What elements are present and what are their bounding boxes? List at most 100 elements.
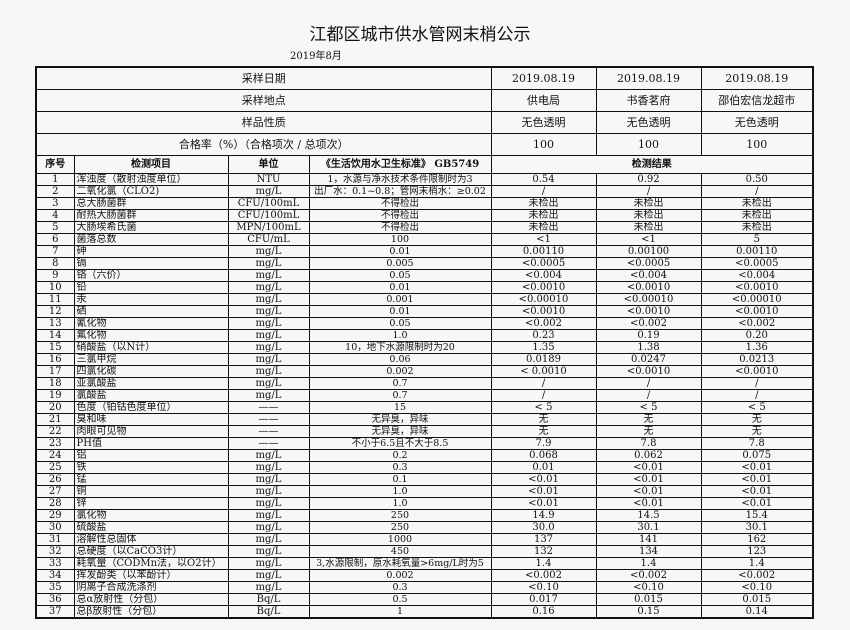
row-item: 溶解性总固体: [73, 533, 229, 546]
row-unit: mg/L: [227, 353, 310, 366]
row-result-2: 0.015: [595, 593, 702, 606]
row-result-1: <0.00010: [490, 293, 597, 306]
row-item: 硫酸盐: [73, 521, 229, 534]
row-unit: mg/L: [227, 269, 310, 282]
row-standard: 0.01: [308, 305, 492, 318]
row-item: 氰化物: [73, 317, 229, 330]
row-result-1: /: [490, 389, 597, 402]
row-result-3: 无: [700, 425, 814, 438]
row-result-3: <0.10: [700, 581, 814, 594]
row-standard: 0.005: [308, 257, 492, 270]
row-result-1: 0.01: [490, 461, 597, 474]
row-standard: 10，地下水源限制时为20: [308, 341, 492, 354]
row-standard: 0.1: [308, 473, 492, 486]
row-item: 臭和味: [73, 413, 229, 426]
row-no: 31: [35, 533, 75, 546]
table-row: 18 亚氯酸盐 mg/L 0.7 / / /: [35, 377, 814, 390]
row-result-1: 0.017: [490, 593, 597, 606]
row-result-3: 未检出: [700, 197, 814, 210]
table-row: 29 氯化物 mg/L 250 14.9 14.5 15.4: [35, 509, 814, 522]
row-result-3: 5: [700, 233, 814, 246]
row-result-3: 0.14: [700, 605, 814, 619]
row-no: 15: [35, 341, 75, 354]
row-item: 氟化物: [73, 329, 229, 342]
row-unit: mg/L: [227, 569, 310, 582]
row-no: 36: [35, 593, 75, 606]
row-result-2: <0.10: [595, 581, 702, 594]
row-item: 砷: [73, 245, 229, 258]
row-result-3: 1.36: [700, 341, 814, 354]
row-unit: mg/L: [227, 497, 310, 510]
table-row: 25 铁 mg/L 0.3 0.01 <0.01 <0.01: [35, 461, 814, 474]
row-result-2: <0.01: [595, 485, 702, 498]
row-result-3: <0.002: [700, 317, 814, 330]
row-unit: mg/L: [227, 473, 310, 486]
table-row: 15 硝酸盐（以N计） mg/L 10，地下水源限制时为20 1.35 1.38…: [35, 341, 814, 354]
row-unit: Bq/L: [227, 605, 310, 619]
row-item: 总β放射性（分包）: [73, 605, 229, 619]
row-result-1: /: [490, 377, 597, 390]
row-result-3: 未检出: [700, 209, 814, 222]
meta-value: 2019.08.19: [490, 66, 597, 90]
meta-value: 书香茗府: [595, 89, 702, 112]
meta-value: 无色透明: [700, 111, 814, 134]
row-unit: CFU/100mL: [227, 197, 310, 210]
row-unit: mg/L: [227, 281, 310, 294]
row-result-3: <0.01: [700, 485, 814, 498]
row-no: 8: [35, 257, 75, 270]
row-result-2: 0.062: [595, 449, 702, 462]
table-row: 21 臭和味 —— 无异臭，异味 无 无 无: [35, 413, 814, 426]
row-result-1: 0.068: [490, 449, 597, 462]
row-standard: 250: [308, 509, 492, 522]
row-item: 阴离子合成洗涤剂: [73, 581, 229, 594]
row-result-2: <0.00010: [595, 293, 702, 306]
row-result-1: 132: [490, 545, 597, 558]
row-result-3: 123: [700, 545, 814, 558]
row-result-1: <0.01: [490, 485, 597, 498]
row-standard: 1.0: [308, 329, 492, 342]
row-result-1: 无: [490, 413, 597, 426]
row-item: 总硬度（以CaCO3计）: [73, 545, 229, 558]
row-standard: 0.002: [308, 569, 492, 582]
row-result-3: 0.075: [700, 449, 814, 462]
meta-row-sample-nature: 样品性质 无色透明 无色透明 无色透明: [35, 111, 814, 134]
row-unit: mg/L: [227, 257, 310, 270]
row-standard: 0.7: [308, 377, 492, 390]
row-no: 32: [35, 545, 75, 558]
table-row: 10 铅 mg/L 0.01 <0.0010 <0.0010 <0.0010: [35, 281, 814, 294]
row-no: 19: [35, 389, 75, 402]
row-item: 二氧化氯（CLO2): [73, 185, 229, 198]
row-result-1: <0.01: [490, 497, 597, 510]
row-no: 2: [35, 185, 75, 198]
row-unit: mg/L: [227, 377, 310, 390]
row-standard: 0.2: [308, 449, 492, 462]
row-standard: 0.3: [308, 581, 492, 594]
row-result-1: <0.01: [490, 473, 597, 486]
row-result-2: 1.4: [595, 557, 702, 570]
row-no: 18: [35, 377, 75, 390]
row-result-3: /: [700, 377, 814, 390]
row-result-2: <0.0010: [595, 365, 702, 378]
row-result-3: <0.00010: [700, 293, 814, 306]
row-standard: 不小于6.5且不大于8.5: [308, 437, 492, 450]
row-item: 色度（铂钴色度单位）: [73, 401, 229, 414]
row-result-2: 0.15: [595, 605, 702, 619]
row-standard: 不得检出: [308, 197, 492, 210]
row-result-1: 30.0: [490, 521, 597, 534]
row-result-1: <0.002: [490, 317, 597, 330]
row-result-1: 1.4: [490, 557, 597, 570]
row-result-2: 无: [595, 413, 702, 426]
meta-value: 无色透明: [595, 111, 702, 134]
row-item: 铅: [73, 281, 229, 294]
meta-value: 100: [490, 133, 597, 156]
row-result-3: 无: [700, 413, 814, 426]
row-result-2: 7.8: [595, 437, 702, 450]
table-row: 19 氯酸盐 mg/L 0.7 / / /: [35, 389, 814, 402]
row-unit: mg/L: [227, 329, 310, 342]
row-unit: Bq/L: [227, 593, 310, 606]
row-item: 总大肠菌群: [73, 197, 229, 210]
row-item: 菌落总数: [73, 233, 229, 246]
row-no: 9: [35, 269, 75, 282]
table-row: 31 溶解性总固体 mg/L 1000 137 141 162: [35, 533, 814, 546]
row-unit: mg/L: [227, 341, 310, 354]
